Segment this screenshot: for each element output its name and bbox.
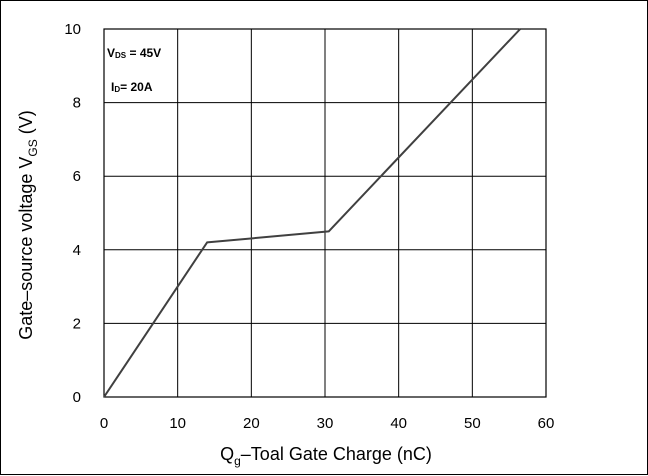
y-tick-label-3: 6: [73, 168, 81, 185]
plot-frame-rect: [103, 28, 547, 398]
x-axis-title-sub: g: [234, 454, 241, 468]
grid-lines: [104, 29, 546, 397]
y-axis-title-rest: (V): [16, 110, 36, 139]
plot-frame: [103, 28, 547, 398]
series-line-0: [103, 28, 521, 398]
x-tick-label-4: 40: [390, 415, 407, 432]
y-axis-title-sub: GS: [26, 139, 40, 156]
x-tick-label-1: 10: [169, 415, 186, 432]
x-tick-label-3: 30: [317, 415, 334, 432]
annotation-vds-text: VDS = 45V: [107, 46, 161, 60]
y-tick-label-0: 0: [73, 389, 81, 406]
y-tick-labels: 0 2 4 6 8 10: [64, 21, 81, 406]
annotation-vds-sub: DS: [115, 51, 127, 60]
x-tick-label-0: 0: [100, 415, 108, 432]
x-tick-label-6: 60: [538, 415, 555, 432]
x-tick-labels: 0 10 20 30 40 50 60: [100, 415, 555, 432]
y-tick-label-1: 2: [73, 315, 81, 332]
x-tick-label-5: 50: [464, 415, 481, 432]
annotation-vds-main: V: [107, 46, 115, 60]
annotation-vds: VDS = 45V: [107, 46, 161, 60]
x-axis-title-main: Q: [220, 444, 234, 464]
y-axis-title: Gate–source voltage VGS (V): [16, 110, 40, 339]
y-axis-title-main: Gate–source voltage V: [16, 157, 36, 340]
y-tick-label-4: 8: [73, 95, 81, 112]
annotation-id-sub: D: [114, 85, 120, 94]
annotation-id: ID= 20A: [111, 80, 153, 94]
x-tick-label-2: 20: [243, 415, 260, 432]
x-axis-title-rest: –Toal Gate Charge (nC): [241, 444, 432, 464]
annotation-id-text: ID= 20A: [111, 80, 153, 94]
x-axis-title: Qg–Toal Gate Charge (nC): [220, 444, 432, 468]
y-tick-label-5: 10: [64, 21, 81, 38]
annotation-id-rest: = 20A: [120, 80, 153, 94]
y-tick-label-2: 4: [73, 242, 81, 259]
series-layer: [103, 28, 521, 398]
annotation-vds-rest: = 45V: [126, 46, 161, 60]
annotation-id-main: I: [111, 80, 114, 94]
